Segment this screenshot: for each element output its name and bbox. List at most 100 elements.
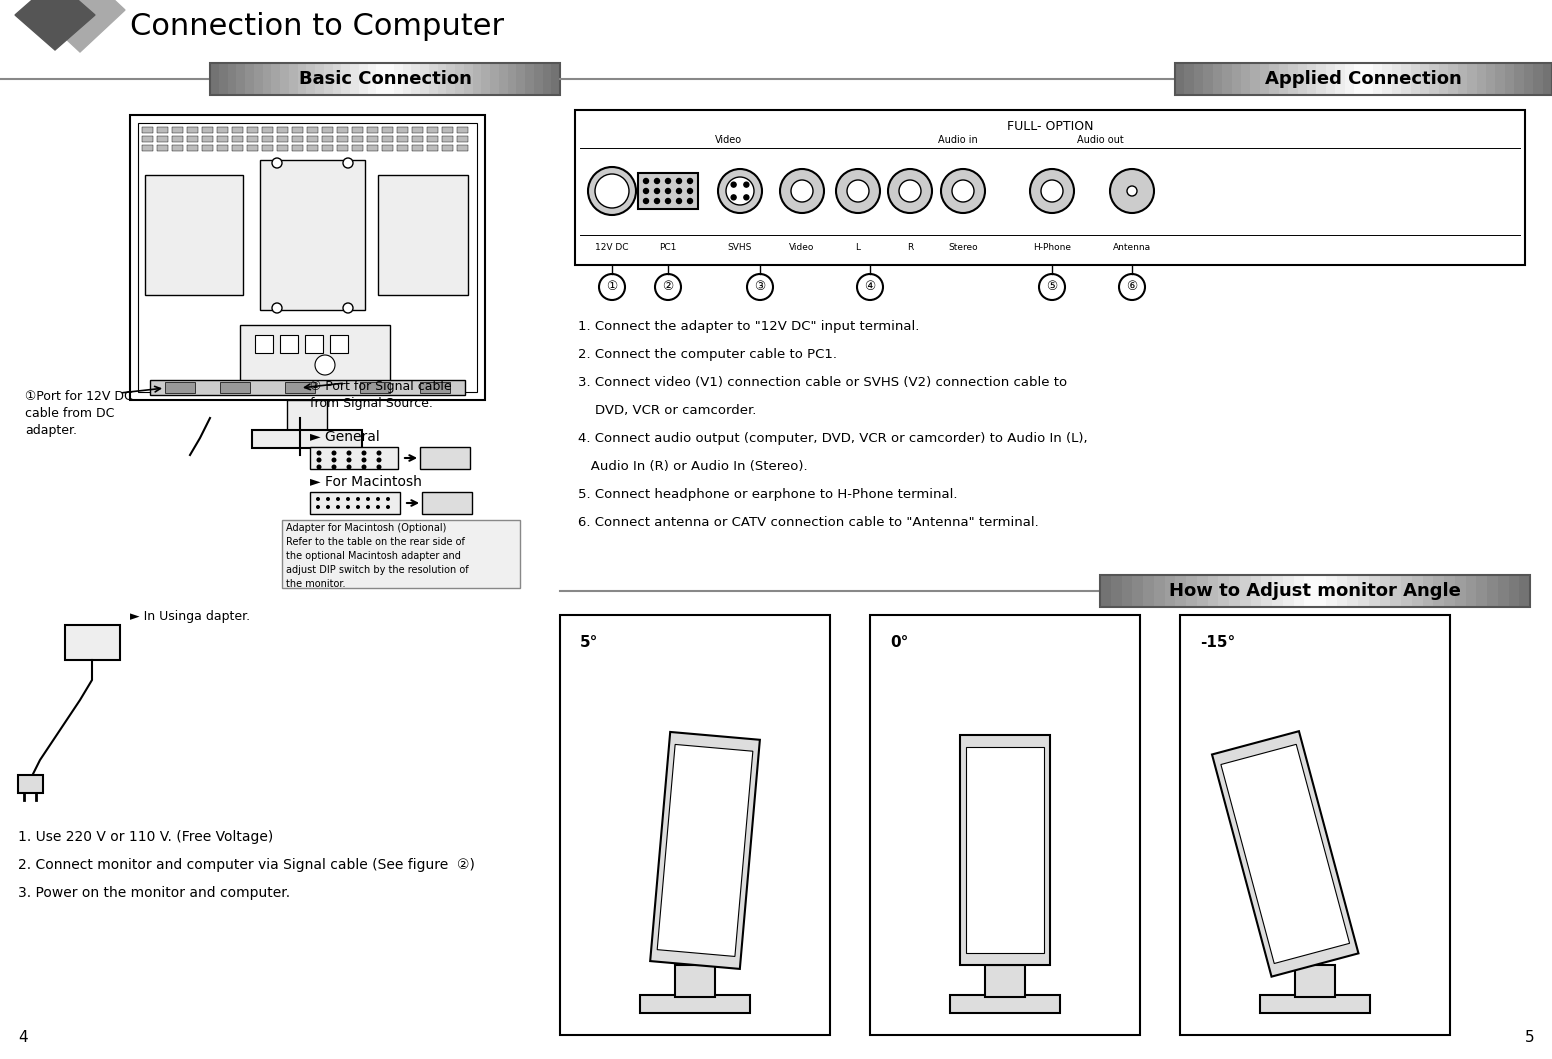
Text: Applied Connection: Applied Connection: [1265, 70, 1462, 88]
Bar: [1294, 965, 1335, 997]
Circle shape: [888, 169, 933, 213]
Circle shape: [315, 355, 335, 375]
Bar: [1270, 62, 1280, 95]
Bar: [1476, 575, 1488, 607]
Bar: [1221, 62, 1232, 95]
Circle shape: [355, 497, 360, 501]
Text: 1. Use 220 V or 110 V. (Free Voltage): 1. Use 220 V or 110 V. (Free Voltage): [19, 830, 273, 844]
Circle shape: [346, 450, 351, 455]
Bar: [217, 136, 228, 142]
Bar: [1358, 575, 1370, 607]
Circle shape: [1119, 274, 1145, 300]
Bar: [144, 175, 244, 295]
Bar: [262, 62, 272, 95]
Text: -15°: -15°: [1200, 635, 1235, 650]
Bar: [498, 62, 509, 95]
Circle shape: [377, 457, 382, 463]
Circle shape: [343, 158, 352, 168]
Bar: [1284, 575, 1294, 607]
Bar: [366, 145, 379, 151]
Polygon shape: [965, 747, 1044, 953]
Bar: [1184, 62, 1195, 95]
Circle shape: [644, 198, 649, 203]
Circle shape: [719, 169, 762, 213]
Bar: [253, 62, 264, 95]
Bar: [276, 136, 289, 142]
Bar: [1325, 575, 1338, 607]
Bar: [210, 62, 560, 95]
Circle shape: [1038, 274, 1065, 300]
Bar: [1448, 62, 1459, 95]
Circle shape: [1127, 186, 1138, 196]
Bar: [1524, 62, 1533, 95]
Bar: [382, 127, 393, 133]
Bar: [1240, 575, 1251, 607]
Bar: [1142, 575, 1155, 607]
Bar: [517, 62, 526, 95]
Bar: [1260, 62, 1270, 95]
Bar: [141, 127, 154, 133]
Bar: [307, 136, 318, 142]
Bar: [241, 325, 390, 390]
Bar: [456, 127, 469, 133]
Bar: [1515, 62, 1524, 95]
Bar: [360, 382, 390, 393]
Bar: [1391, 575, 1401, 607]
Bar: [1411, 62, 1422, 95]
Bar: [1498, 575, 1510, 607]
Bar: [382, 145, 393, 151]
Bar: [1347, 575, 1360, 607]
Circle shape: [335, 497, 340, 501]
Bar: [1467, 62, 1478, 95]
Bar: [638, 173, 698, 209]
Bar: [19, 775, 43, 793]
Bar: [255, 335, 273, 353]
Text: H-Phone: H-Phone: [1034, 243, 1071, 251]
Circle shape: [332, 450, 337, 455]
Bar: [1465, 575, 1478, 607]
Bar: [1429, 62, 1440, 95]
Bar: [376, 62, 386, 95]
Bar: [427, 136, 438, 142]
Bar: [337, 145, 348, 151]
Bar: [247, 127, 258, 133]
Bar: [337, 127, 348, 133]
Bar: [332, 62, 343, 95]
Bar: [1457, 62, 1468, 95]
Bar: [427, 127, 438, 133]
Circle shape: [317, 465, 321, 469]
Circle shape: [362, 457, 366, 463]
Bar: [1423, 575, 1434, 607]
Text: R: R: [906, 243, 913, 251]
Bar: [262, 136, 273, 142]
Bar: [438, 62, 447, 95]
Bar: [1364, 62, 1374, 95]
Text: 0°: 0°: [889, 635, 908, 650]
Bar: [306, 62, 317, 95]
Bar: [1533, 62, 1544, 95]
Bar: [141, 145, 154, 151]
Circle shape: [677, 189, 681, 194]
Bar: [385, 62, 394, 95]
Circle shape: [677, 198, 681, 203]
Circle shape: [655, 198, 660, 203]
Bar: [397, 127, 408, 133]
Text: Connection to Computer: Connection to Computer: [130, 12, 504, 41]
Text: 12V DC: 12V DC: [596, 243, 629, 251]
Circle shape: [655, 274, 681, 300]
Circle shape: [644, 189, 649, 194]
Bar: [157, 145, 168, 151]
Circle shape: [386, 497, 390, 501]
Bar: [352, 127, 363, 133]
Bar: [411, 127, 424, 133]
Bar: [1293, 575, 1305, 607]
Circle shape: [355, 505, 360, 509]
Bar: [220, 382, 250, 393]
Bar: [1180, 615, 1450, 1035]
Bar: [157, 127, 168, 133]
Bar: [262, 145, 273, 151]
Bar: [1439, 62, 1450, 95]
Text: ► For Macintosh: ► For Macintosh: [310, 475, 422, 489]
Bar: [472, 62, 483, 95]
Bar: [298, 62, 307, 95]
